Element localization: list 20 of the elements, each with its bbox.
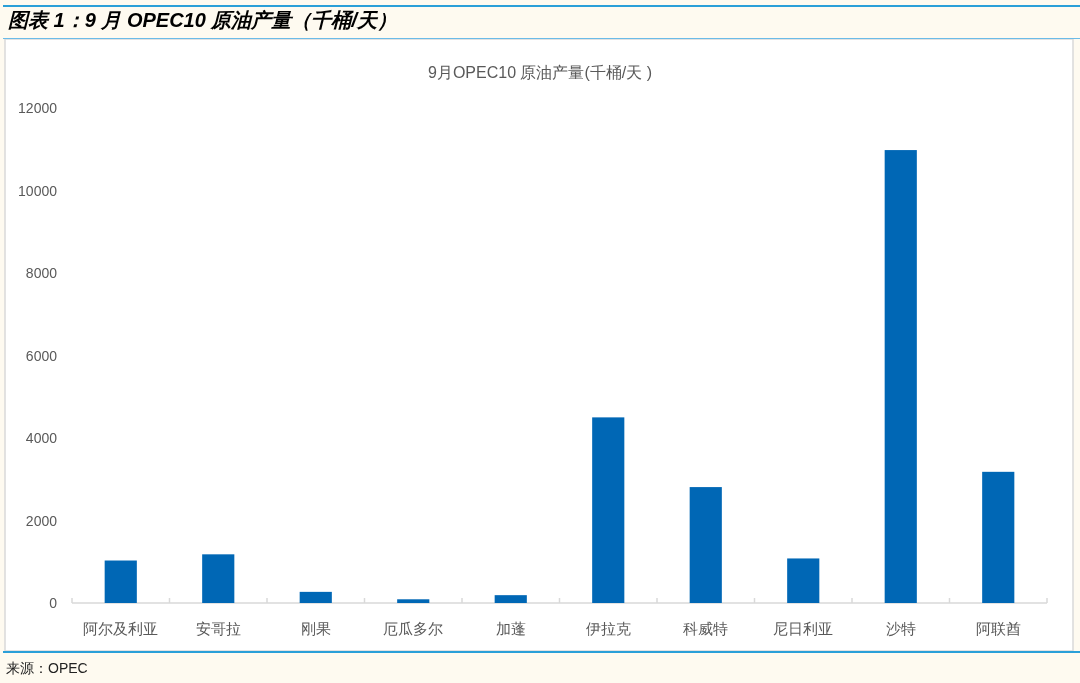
x-tick-label: 尼日利亚 bbox=[773, 620, 834, 637]
x-tick-label: 阿联酋 bbox=[975, 620, 1021, 637]
subtitle: 9月OPEC10 原油产量(千桶/天 ) bbox=[428, 64, 652, 81]
y-tick-label: 0 bbox=[49, 595, 58, 611]
y-tick-label: 10000 bbox=[18, 182, 58, 199]
x-tick-label: 刚果 bbox=[300, 620, 331, 637]
y-tick-label: 6000 bbox=[25, 347, 58, 364]
y-tick-label: 2000 bbox=[25, 512, 58, 529]
title: 图表 1：9 月 OPEC10 原油产量（千桶/天） bbox=[8, 9, 397, 31]
y-tick-label: 4000 bbox=[25, 430, 58, 446]
x-tick-label: 科威特 bbox=[683, 620, 729, 637]
y-tick-label: 12000 bbox=[18, 100, 58, 116]
x-tick-label: 沙特 bbox=[885, 620, 916, 637]
x-tick-label: 伊拉克 bbox=[585, 620, 631, 637]
x-tick-label: 阿尔及利亚 bbox=[83, 620, 159, 637]
x-tick-label: 安哥拉 bbox=[195, 620, 241, 637]
annotation: 来源：OPEC bbox=[6, 660, 88, 676]
x-tick-label: 厄瓜多尔 bbox=[383, 620, 444, 637]
y-tick-label: 8000 bbox=[25, 265, 58, 281]
x-tick-label: 加蓬 bbox=[495, 620, 526, 637]
